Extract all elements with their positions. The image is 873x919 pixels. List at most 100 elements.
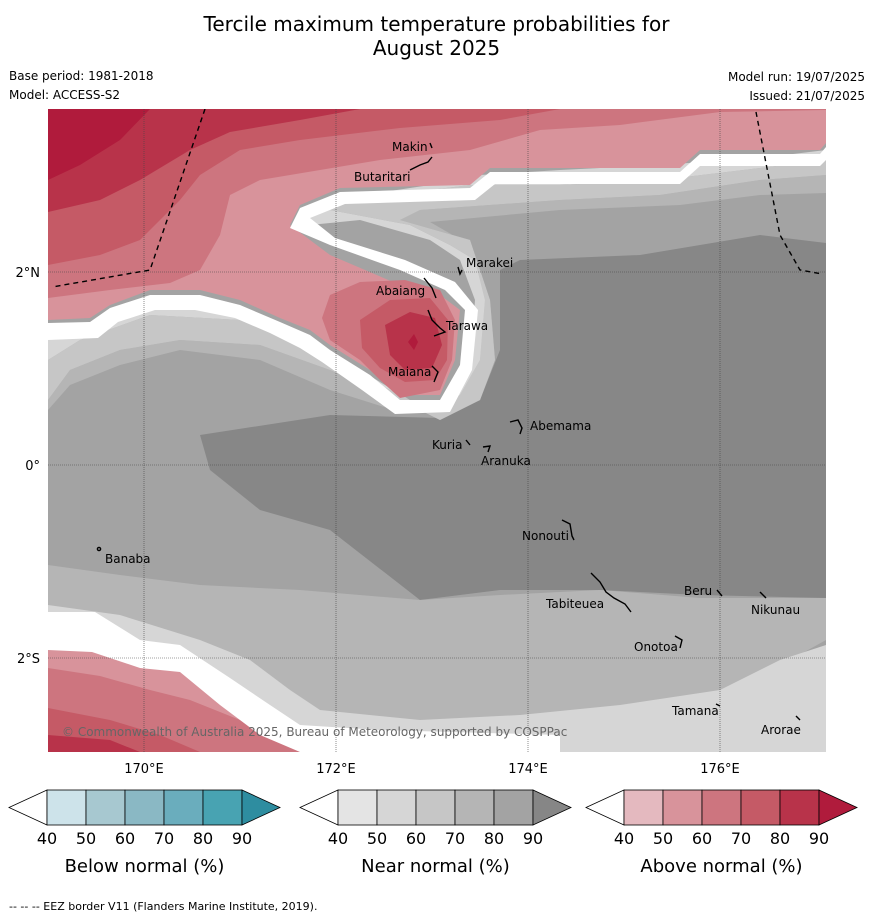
colorbar-lower-extend (585, 789, 625, 826)
colorbar-segment (337, 789, 378, 826)
label-abaiang: Abaiang (376, 284, 425, 298)
colorbar-tick-label: 60 (692, 829, 712, 848)
island-onotoa (674, 635, 683, 649)
colorbar-tick-label: 60 (406, 829, 426, 848)
colorbar-segment (623, 789, 664, 826)
label-nonouti: Nonouti (522, 529, 569, 543)
island-beru (716, 589, 723, 597)
island-banaba (96, 546, 102, 552)
colorbar-segment (202, 789, 243, 826)
label-aranuka: Aranuka (481, 454, 531, 468)
colorbar-tick-label: 80 (770, 829, 790, 848)
above-normal-60 (48, 109, 826, 298)
colorbar-segment (701, 789, 742, 826)
island-tabiteuea (590, 572, 632, 613)
colorbar-tick-label: 60 (115, 829, 135, 848)
island-abemama (509, 419, 523, 435)
label-tarawa: Tarawa (445, 319, 488, 333)
colorbar-1: 40 50 60 70 80 90 Below normal (%) (8, 789, 281, 877)
colorbar-tick-label: 80 (484, 829, 504, 848)
colorbar-tick-label: 50 (653, 829, 673, 848)
colorbar-tick-label: 70 (154, 829, 174, 848)
lon-tick-172e: 172°E (316, 762, 356, 777)
island-makin (429, 142, 433, 149)
base-period: Base period: 1981-2018 (9, 69, 154, 83)
island-outlines (96, 142, 801, 721)
island-kuria (465, 439, 471, 446)
colorbar-title: Below normal (%) (65, 856, 225, 877)
island-butaritari (409, 156, 433, 171)
colorbar-segment (415, 789, 456, 826)
colorbar-segment (662, 789, 703, 826)
colorbar-tick-label: 80 (193, 829, 213, 848)
map-title: Tercile maximum temperature probabilitie… (0, 12, 873, 60)
label-butaritari: Butaritari (354, 170, 411, 184)
colorbar-tick-label: 40 (37, 829, 57, 848)
colorbar-tick-label: 90 (232, 829, 252, 848)
probability-map: Makin Butaritari Marakei Abaiang Tarawa … (48, 109, 826, 752)
label-marakei: Marakei (466, 256, 513, 270)
near-normal-high (200, 235, 826, 600)
island-tarawa (427, 309, 447, 337)
lon-tick-174e: 174°E (508, 762, 548, 777)
map-figure: Makin Butaritari Marakei Abaiang Tarawa … (8, 109, 858, 877)
label-kuria: Kuria (432, 438, 463, 452)
colorbar-tick-label: 70 (731, 829, 751, 848)
colorbar-segment (779, 789, 820, 826)
island-nonouti (561, 519, 575, 541)
island-maiana (431, 365, 439, 383)
colorbar-tick-label: 90 (809, 829, 829, 848)
label-maiana: Maiana (388, 365, 431, 379)
issued-date: Issued: 21/07/2025 (749, 89, 865, 103)
colorbar-lower-extend (299, 789, 339, 826)
axis-labels: 170°E 172°E 174°E 176°E 2°N 0° 2°S (16, 266, 740, 777)
island-abaiang (423, 277, 437, 299)
colorbar-upper-extend (532, 789, 572, 826)
colorbar-tick-label: 50 (76, 829, 96, 848)
colorbar-segment (740, 789, 781, 826)
label-nikunau: Nikunau (751, 603, 800, 617)
copyright-notice: © Commonwealth of Australia 2025, Bureau… (62, 725, 567, 739)
above-normal-sw-80 (48, 735, 140, 752)
title-line-1: Tercile maximum temperature probabilitie… (203, 12, 670, 36)
lat-tick-2n: 2°N (16, 266, 41, 281)
above-normal-80 (48, 109, 360, 212)
label-tamana: Tamana (671, 704, 719, 718)
colorbar-upper-extend (818, 789, 858, 826)
colorbar-segment (163, 789, 204, 826)
colorbar-segment (493, 789, 534, 826)
label-banaba: Banaba (105, 552, 151, 566)
near-normal-south-70 (48, 565, 826, 740)
label-abemama: Abemama (530, 419, 591, 433)
colorbar-tick-label: 40 (614, 829, 634, 848)
colorbar-tick-label: 70 (445, 829, 465, 848)
island-aranuka (482, 445, 492, 453)
colorbar-tick-label: 50 (367, 829, 387, 848)
title-line-2: August 2025 (372, 36, 501, 60)
island-tamana (715, 703, 721, 707)
island-arorae (795, 715, 801, 721)
colorbar-segment (46, 789, 87, 826)
lat-tick-2s: 2°S (17, 652, 40, 667)
label-arorae: Arorae (761, 723, 801, 737)
colorbar-tick-label: 90 (523, 829, 543, 848)
colorbar-segment (454, 789, 495, 826)
colorbar-segment (376, 789, 417, 826)
graticule (48, 109, 826, 752)
eez-border-west (51, 109, 206, 288)
model-run: Model run: 19/07/2025 (727, 70, 865, 84)
colorbar-lower-extend (8, 789, 48, 826)
white-category-boundary-north (48, 147, 826, 414)
colorbars: 40 50 60 70 80 90 Below normal (%) 40 50 60 70 80 90… (8, 789, 858, 877)
island-nikunau (759, 591, 767, 599)
colorbar-title: Above normal (%) (640, 856, 802, 877)
colorbar-3: 40 50 60 70 80 90 Above normal (%) (585, 789, 858, 877)
label-beru: Beru (684, 584, 712, 598)
lon-tick-170e: 170°E (124, 762, 164, 777)
place-labels: Makin Butaritari Marakei Abaiang Tarawa … (105, 140, 801, 737)
label-tabiteuea: Tabiteuea (545, 597, 604, 611)
above-normal-90 (48, 109, 150, 180)
colorbar-2: 40 50 60 70 80 90 Near normal (%) (299, 789, 572, 877)
colorbar-tick-label: 40 (328, 829, 348, 848)
colorbar-segment (124, 789, 165, 826)
